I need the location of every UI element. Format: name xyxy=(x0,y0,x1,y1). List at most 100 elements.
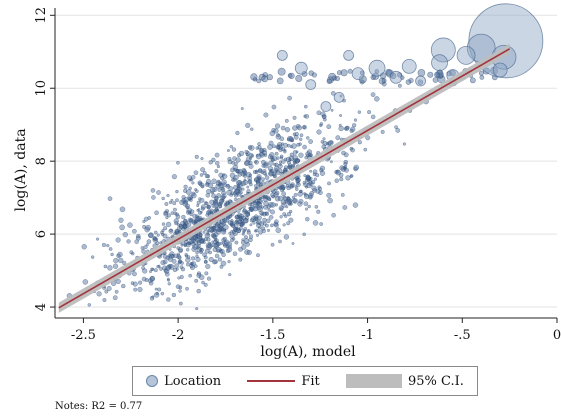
scatter-point xyxy=(191,241,196,247)
scatter-point xyxy=(185,257,191,263)
scatter-point xyxy=(319,168,324,173)
scatter-point xyxy=(202,171,207,176)
scatter-point xyxy=(187,217,193,223)
scatter-point xyxy=(232,156,237,161)
scatter-point xyxy=(214,199,219,204)
scatter-point xyxy=(408,77,414,84)
scatter-point xyxy=(160,260,166,266)
scatter-point xyxy=(315,173,320,178)
scatter-point xyxy=(395,128,401,133)
scatter-point xyxy=(240,240,246,245)
scatter-point xyxy=(374,96,380,102)
scatter-point xyxy=(194,233,199,238)
scatter-point xyxy=(137,286,143,293)
scatter-point xyxy=(194,264,198,268)
scatter-point xyxy=(340,69,348,77)
legend-item-location: Location xyxy=(146,374,221,389)
scatter-point xyxy=(254,160,258,164)
scatter-point xyxy=(161,222,166,226)
scatter-point xyxy=(306,153,310,158)
scatter-point xyxy=(187,194,193,201)
y-tick-label: 6 xyxy=(34,230,49,238)
scatter-point xyxy=(308,193,314,199)
scatter-point xyxy=(82,279,89,285)
scatter-point xyxy=(328,140,334,146)
scatter-point xyxy=(140,246,145,250)
scatter-point xyxy=(316,209,321,214)
scatter-point xyxy=(166,297,171,302)
scatter-point xyxy=(289,202,293,206)
scatter-point xyxy=(167,282,171,286)
scatter-point xyxy=(185,262,190,267)
scatter-point xyxy=(305,175,311,181)
scatter-point xyxy=(308,195,313,200)
scatter-point xyxy=(329,160,333,164)
scatter-point xyxy=(217,257,222,262)
scatter-point xyxy=(339,113,343,118)
scatter-point xyxy=(173,253,179,259)
scatter-point xyxy=(192,213,198,219)
scatter-point xyxy=(270,158,275,162)
scatter-point xyxy=(264,195,269,200)
scatter-point xyxy=(350,147,355,153)
scatter-point xyxy=(172,201,177,206)
scatter-point xyxy=(228,231,232,235)
scatter-point xyxy=(258,230,263,235)
scatter-point xyxy=(238,150,245,157)
scatter-point xyxy=(144,278,149,283)
scatter-point xyxy=(338,125,344,132)
scatter-point xyxy=(248,234,254,239)
scatter-point xyxy=(222,195,226,199)
scatter-point xyxy=(214,223,219,228)
scatter-point xyxy=(302,232,306,237)
scatter-point xyxy=(275,170,281,175)
bubble-point xyxy=(305,79,317,90)
legend-item-ci: 95% C.I. xyxy=(345,374,464,389)
scatter-point xyxy=(304,193,310,200)
scatter-point xyxy=(335,135,341,141)
scatter-point xyxy=(212,225,216,230)
scatter-point xyxy=(283,165,288,170)
scatter-point xyxy=(349,174,354,178)
legend-label-location: Location xyxy=(164,373,222,389)
scatter-point xyxy=(270,242,275,247)
scatter-point xyxy=(168,200,173,205)
scatter-point xyxy=(288,209,293,214)
scatter-point xyxy=(186,207,193,214)
scatter-point xyxy=(159,267,163,271)
scatter-point xyxy=(226,246,233,253)
scatter-point xyxy=(196,200,201,205)
bubble-point xyxy=(294,61,308,75)
scatter-point xyxy=(367,110,372,115)
scatter-point xyxy=(204,201,209,206)
scatter-point xyxy=(241,215,246,221)
scatter-point xyxy=(237,182,243,188)
scatter-point xyxy=(148,278,153,283)
bubble-point xyxy=(333,91,345,103)
scatter-point xyxy=(220,176,224,181)
scatter-point xyxy=(144,226,150,233)
scatter-point xyxy=(208,160,213,165)
bubble-point xyxy=(343,50,355,61)
scatter-point xyxy=(250,73,258,81)
scatter-point xyxy=(344,127,348,131)
scatter-point xyxy=(193,170,199,176)
scatter-point xyxy=(162,254,168,260)
scatter-point xyxy=(316,129,322,135)
scatter-point xyxy=(220,186,225,191)
scatter-point xyxy=(276,77,284,85)
scatter-point xyxy=(198,274,205,281)
scatter-point xyxy=(195,254,199,259)
scatter-point xyxy=(216,229,222,235)
scatter-point xyxy=(176,160,180,165)
y-tick-label: 10 xyxy=(34,80,49,97)
scatter-point xyxy=(345,125,350,130)
scatter-point xyxy=(185,189,192,195)
scatter-point xyxy=(174,263,180,269)
scatter-point xyxy=(286,221,291,226)
scatter-point xyxy=(185,242,191,248)
scatter-point xyxy=(284,118,289,123)
scatter-point xyxy=(262,171,267,176)
scatter-point xyxy=(87,303,92,307)
